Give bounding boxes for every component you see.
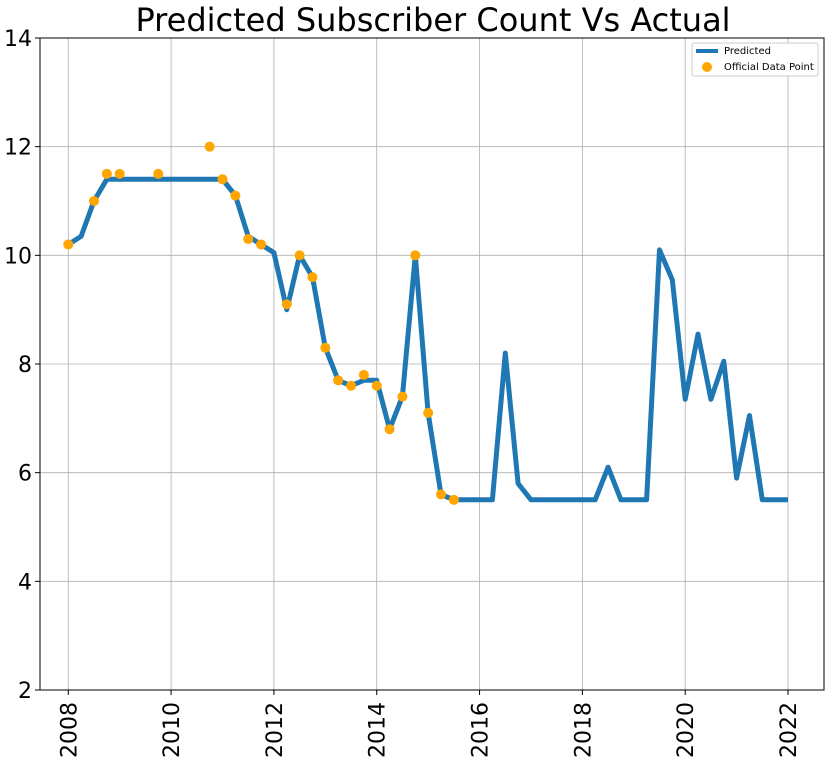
official-data-point [243, 234, 254, 245]
x-tick-label: 2010 [160, 702, 185, 758]
official-data-series [63, 141, 459, 505]
legend-official-swatch [702, 62, 712, 72]
legend-predicted-label: Predicted [724, 46, 771, 57]
official-data-point [256, 239, 267, 250]
official-data-point [281, 299, 292, 310]
official-data-point [294, 250, 305, 261]
official-data-point [397, 391, 408, 402]
official-data-point [384, 424, 395, 435]
predicted-series [66, 176, 788, 503]
y-tick-label: 14 [4, 27, 32, 52]
y-tick-label: 6 [18, 462, 32, 487]
official-data-point [307, 272, 318, 283]
official-data-point [448, 494, 459, 505]
official-data-point [63, 239, 74, 250]
y-tick-label: 12 [4, 136, 32, 161]
x-tick-label: 2008 [57, 702, 82, 758]
x-tick-label: 2022 [777, 702, 802, 758]
official-data-point [320, 342, 331, 353]
y-tick-label: 2 [18, 679, 32, 704]
x-tick-label: 2014 [366, 702, 391, 758]
official-data-point [333, 375, 344, 386]
official-data-point [423, 407, 434, 418]
predicted-line [66, 176, 788, 503]
official-data-point [435, 489, 446, 500]
axis-ticks: 2008 2010 2012 2014 2016 2018 2020 2022 2 4 6 8 10 12… [4, 27, 802, 758]
x-tick-label: 2018 [571, 702, 596, 758]
official-data-point [204, 141, 215, 152]
official-data-point [114, 168, 125, 179]
x-tick-label: 2020 [674, 702, 699, 758]
y-tick-label: 10 [4, 244, 32, 269]
legend-box [691, 42, 819, 77]
legend: Predicted Official Data Point [691, 42, 819, 77]
official-data-point [230, 190, 241, 201]
official-data-point [371, 380, 382, 391]
official-data-point [153, 168, 164, 179]
x-tick-label: 2016 [469, 702, 494, 758]
x-tick-label: 2012 [263, 702, 288, 758]
grid-lines [40, 37, 824, 691]
official-data-point [410, 250, 421, 261]
official-data-point [358, 369, 369, 380]
chart-title: Predicted Subscriber Count Vs Actual [135, 1, 730, 39]
official-data-point [101, 168, 112, 179]
official-data-point [217, 174, 228, 185]
y-tick-label: 8 [18, 353, 32, 378]
legend-official-label: Official Data Point [724, 62, 814, 73]
official-data-point [346, 380, 357, 391]
y-tick-label: 4 [18, 570, 32, 595]
official-data-point [88, 196, 99, 206]
